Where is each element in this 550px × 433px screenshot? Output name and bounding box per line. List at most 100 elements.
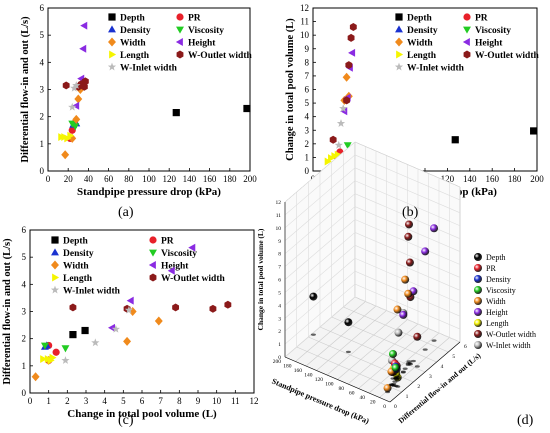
y-tick-label: 4 <box>305 112 310 122</box>
x-tick-label: 200 <box>530 174 544 184</box>
point-w-outlet-width <box>69 303 77 312</box>
legend-label-depth: Depth <box>407 14 433 24</box>
z-tick-label: 5 <box>278 290 281 296</box>
x-tick-label: 6 <box>140 396 145 406</box>
grid-line <box>354 283 461 330</box>
legend-marker-pr <box>149 236 157 244</box>
y-axis-label: Differential flow-in and out (L/s) <box>20 16 31 163</box>
legend-label-depth: Depth <box>120 14 146 24</box>
legend-marker-height <box>148 261 156 269</box>
grid-line <box>284 141 356 203</box>
point-width <box>404 289 413 298</box>
z-tick-label: 12 <box>276 200 282 206</box>
x-tick-label: 40 <box>84 174 94 184</box>
point-width <box>61 150 70 160</box>
point-w-inlet-width <box>339 104 348 113</box>
y-tick-label: 5 <box>452 354 455 360</box>
legend-marker-viscosity <box>474 286 482 294</box>
z-tick-label: 0 <box>278 355 281 361</box>
x-tick-label: 80 <box>124 174 134 184</box>
point-w-outlet-width <box>404 232 413 241</box>
point-viscosity <box>40 342 49 350</box>
x-tick-label: 120 <box>162 174 176 184</box>
panel-label-d: (d) <box>517 413 534 428</box>
z-tick-label: 4 <box>278 303 281 309</box>
point-depth <box>172 108 180 117</box>
x-tick-label: 0 <box>383 404 386 410</box>
legend-label-width: Width <box>486 297 506 306</box>
point-w-inlet-width <box>91 338 100 347</box>
point-w-inlet-width <box>72 81 81 89</box>
y-tick-label: 0 <box>305 166 310 176</box>
point-shadow-height <box>400 370 406 373</box>
x-tick-label: 160 <box>203 174 217 184</box>
point-viscosity <box>343 142 352 150</box>
legend-label-width: Width <box>407 39 433 49</box>
point-width <box>383 384 392 393</box>
y-tick-label: 6 <box>22 225 27 235</box>
grid-line <box>284 232 356 293</box>
point-shadow-w-outlet-width <box>406 360 412 363</box>
legend-marker-depth <box>51 236 59 244</box>
point-depth <box>81 326 89 335</box>
point-length <box>67 131 75 140</box>
point-w-outlet-width <box>62 81 70 90</box>
point-w-inlet-width <box>394 328 403 337</box>
point-length <box>49 353 57 362</box>
y-tick-label: 8 <box>305 57 310 67</box>
point-viscosity <box>71 123 80 131</box>
legend-marker-height <box>474 308 482 316</box>
legend-label-w-outlet-width: W-Outlet width <box>188 51 252 61</box>
point-w-outlet-width <box>81 77 89 86</box>
grid-line <box>284 270 356 332</box>
x-tick-label: 140 <box>304 373 313 379</box>
grid-line <box>354 193 461 239</box>
point-width <box>154 316 163 326</box>
point-w-outlet-width <box>349 23 357 31</box>
y-tick-label: 3 <box>429 374 432 380</box>
y-tick-label: 1 <box>22 361 27 371</box>
grid-line <box>354 167 461 214</box>
x-tick-label: 4 <box>102 396 107 406</box>
legend-label-density: Density <box>63 249 94 259</box>
legend-marker-w-inlet-width <box>107 62 117 71</box>
legend-marker-pr <box>176 13 184 21</box>
x-tick-label: 200 <box>243 174 257 184</box>
grid-line <box>354 245 461 291</box>
point-w-outlet-width <box>413 332 422 341</box>
point-w-inlet-width <box>68 102 77 111</box>
legend-marker-width <box>108 37 116 47</box>
z-tick-label: 3 <box>278 316 281 322</box>
y-tick-label: 3 <box>22 307 27 317</box>
grid-line <box>343 306 449 353</box>
legend-label-w-outlet-width: W-Outlet width <box>161 274 225 284</box>
legend-label-height: Height <box>486 308 509 317</box>
point-depth <box>69 330 77 339</box>
y-tick-label: 6 <box>464 344 467 350</box>
legend-marker-width <box>395 37 403 47</box>
grid-line <box>284 296 356 358</box>
point-shadow-w-outlet-width <box>414 365 420 368</box>
y-tick-label: 5 <box>22 252 27 262</box>
legend-label-viscosity: Viscosity <box>486 286 516 295</box>
plot-a: 0 20 40 60 80 100 120 140 160 180 200 0 1 2 3 4 5 6 Standp… <box>20 3 257 198</box>
x-tick-label: 2 <box>65 396 70 406</box>
x-tick-label: 160 <box>485 174 499 184</box>
point-length <box>334 150 342 159</box>
point-viscosity <box>388 349 397 358</box>
legend-label-pr: PR <box>188 14 201 24</box>
y-tick-label: 6 <box>40 3 45 13</box>
y-tick-label: 5 <box>40 30 45 40</box>
point-height <box>340 107 348 116</box>
point-width <box>401 275 410 284</box>
legend-label-viscosity: Viscosity <box>161 249 197 259</box>
grid-line <box>354 296 461 343</box>
legend-marker-w-outlet-width <box>149 273 157 282</box>
point-width <box>68 133 77 143</box>
grid-line <box>354 232 461 278</box>
legend-label-depth: Depth <box>63 237 89 247</box>
z-tick-label: 9 <box>278 239 281 245</box>
y-tick-label: 3 <box>40 85 45 95</box>
